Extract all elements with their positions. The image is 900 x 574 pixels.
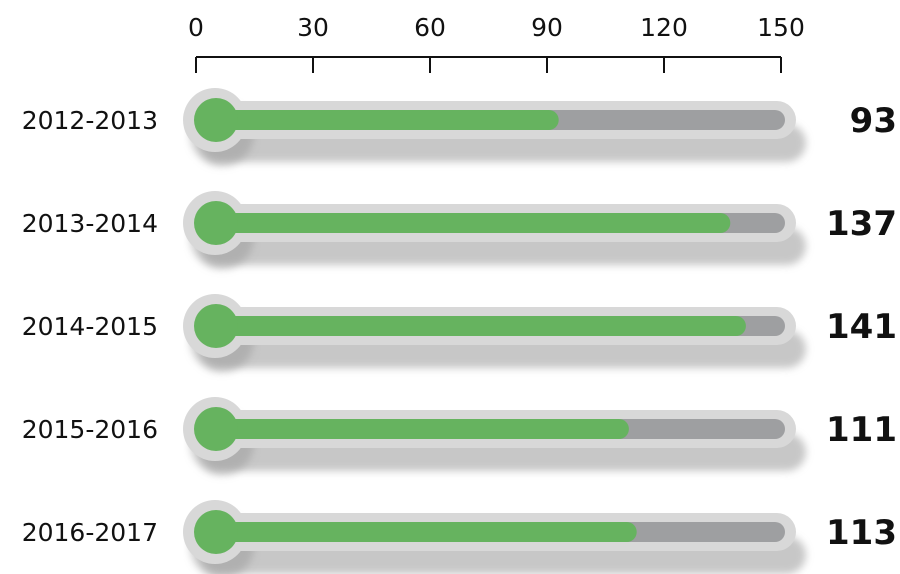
category-label: 2012-2013	[22, 106, 158, 135]
value-bar	[214, 213, 731, 233]
x-tick-label: 150	[757, 13, 805, 42]
category-label: 2016-2017	[22, 518, 158, 547]
category-label: 2013-2014	[22, 209, 158, 238]
category-label: 2015-2016	[22, 415, 158, 444]
x-axis: 0 30 60 90 120 150	[188, 13, 805, 73]
value-bar	[214, 316, 746, 336]
category-label: 2014-2015	[22, 312, 158, 341]
x-tick-label: 60	[414, 13, 446, 42]
x-tick-label: 90	[531, 13, 563, 42]
value-label: 113	[826, 513, 897, 553]
value-label: 141	[826, 307, 897, 347]
value-label: 93	[850, 101, 897, 141]
value-bar	[214, 419, 629, 439]
value-bar	[214, 522, 637, 542]
value-label: 137	[826, 204, 897, 244]
value-bulb	[194, 98, 238, 142]
value-bulb	[194, 510, 238, 554]
value-bulb	[194, 407, 238, 451]
bar-row: 2014-2015 141	[22, 294, 897, 372]
bar-rows: 2012-2013 93 2013-2014 137 2014-2015 141 2015-…	[22, 88, 897, 574]
bar-row: 2015-2016 111	[22, 397, 897, 475]
x-tick-label: 0	[188, 13, 204, 42]
value-bulb	[194, 201, 238, 245]
value-bulb	[194, 304, 238, 348]
value-bar	[214, 110, 559, 130]
x-tick-label: 120	[640, 13, 688, 42]
bar-row: 2013-2014 137	[22, 191, 897, 269]
bar-row: 2012-2013 93	[22, 88, 897, 166]
bar-row: 2016-2017 113	[22, 500, 897, 574]
value-label: 111	[826, 410, 897, 450]
x-tick-label: 30	[297, 13, 329, 42]
